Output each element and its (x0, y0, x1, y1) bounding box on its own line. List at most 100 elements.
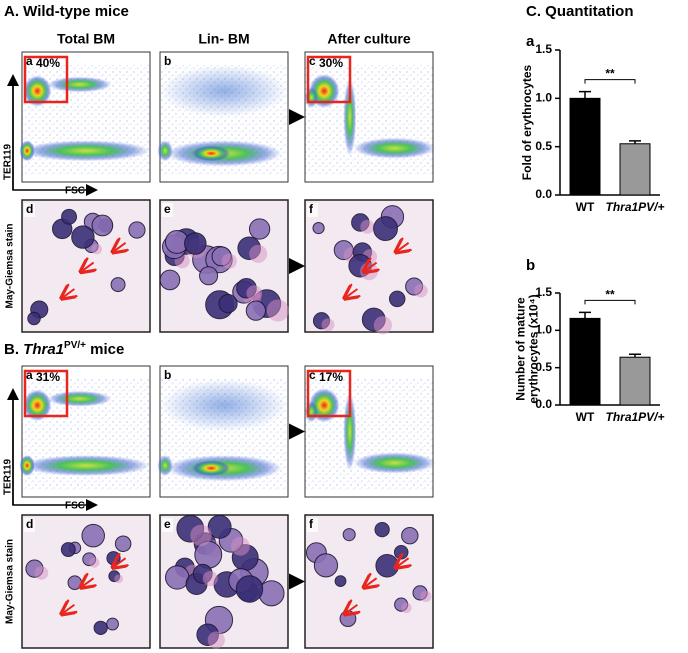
cell-pink (420, 590, 432, 603)
y-tick-label: 1.0 (535, 91, 552, 105)
red-arrow (366, 578, 377, 586)
cell (207, 514, 232, 539)
y-tick-label: 1.5 (535, 285, 552, 299)
red-arrow (63, 289, 74, 297)
axis-label: FSC (65, 501, 85, 512)
bar (619, 143, 651, 196)
cell-pink (246, 285, 263, 301)
gate (23, 55, 69, 104)
cell (374, 521, 390, 538)
y-tick-label: 0.0 (535, 187, 552, 201)
flow-density (343, 78, 357, 156)
panel-letter: d (26, 517, 33, 531)
cell (401, 526, 419, 545)
letter-bg (162, 203, 173, 217)
cell (61, 208, 78, 225)
flow-density (157, 455, 173, 477)
cell-pink (202, 570, 218, 587)
cell (165, 565, 190, 590)
panel-letter: f (309, 202, 314, 216)
flow-density (19, 140, 35, 162)
chart-label: a (526, 33, 535, 50)
x-tick-label: Thra1PV/+ (605, 200, 664, 214)
title-part: mice (90, 341, 124, 358)
axis-label: TER119 (3, 458, 14, 495)
red-arrow (346, 289, 357, 297)
error-bar (629, 353, 641, 358)
cell (114, 535, 132, 552)
panel-letter: b (164, 368, 171, 382)
gate-percent: 31% (36, 370, 60, 384)
cell (312, 222, 325, 235)
cell-pink (221, 253, 237, 269)
gate (306, 369, 352, 418)
cell (388, 290, 406, 308)
cell (199, 266, 219, 286)
panel-letter: c (309, 54, 316, 68)
y-tick-label: 0.5 (535, 139, 552, 153)
bar (619, 356, 651, 406)
cell (339, 610, 357, 628)
cell-pink (401, 602, 412, 614)
column-header: Lin- BM (198, 31, 249, 47)
red-arrow (115, 558, 126, 566)
cell-pink (360, 219, 375, 234)
axis-label: FSC (65, 186, 85, 197)
y-tick-label: 1.5 (535, 42, 552, 56)
flow-density (47, 390, 112, 407)
cell (128, 221, 146, 239)
x-tick-label: Thra1PV/+ (605, 410, 664, 424)
section-title: A. Wild-type mice (4, 3, 129, 20)
y-tick-label: 0.0 (535, 397, 552, 411)
panel-letter: c (309, 368, 316, 382)
chart-label: b (526, 257, 535, 274)
flow-density (343, 392, 357, 471)
flow-density (160, 379, 288, 432)
red-arrow (115, 243, 126, 251)
gate-percent: 40% (36, 56, 60, 70)
bar (569, 317, 601, 406)
red-arrow (398, 558, 409, 566)
red-arrow (366, 263, 377, 271)
cell-pink (266, 299, 289, 322)
cell (245, 300, 267, 321)
cell (235, 575, 264, 603)
letter-bg (307, 518, 318, 532)
error-bar (629, 140, 641, 144)
cell (106, 617, 119, 631)
cell-pink (249, 244, 268, 263)
axis-label: TER119 (3, 143, 14, 180)
cell (110, 277, 126, 293)
panel-letter: f (309, 517, 314, 531)
stain-label: May-Giemsa stain (5, 223, 16, 308)
cell (373, 216, 398, 242)
x-tick-label: WT (576, 410, 595, 424)
bar (569, 97, 601, 196)
cell (393, 545, 409, 560)
panel-letter: a (26, 368, 33, 382)
x-tick-label: WT (576, 200, 595, 214)
cell-pink (321, 318, 335, 332)
flow-density (157, 140, 173, 162)
cell-pink (114, 574, 123, 584)
cell (248, 218, 271, 240)
letter-bg (162, 518, 173, 532)
cell-pink (373, 316, 392, 335)
flow-density (47, 76, 112, 93)
red-arrow (398, 243, 409, 251)
cell (91, 214, 114, 237)
title-part: B. (4, 341, 19, 358)
section-title: C. Quantitation (526, 3, 634, 20)
y-tick-label: 0.5 (535, 360, 552, 374)
cell (258, 580, 285, 607)
red-arrow (63, 605, 74, 613)
significance-bracket (584, 299, 636, 305)
column-header: Total BM (57, 31, 115, 47)
cell-pink (190, 524, 212, 547)
flow-density (353, 137, 436, 159)
cell-pink (89, 557, 100, 568)
gate (306, 55, 352, 104)
flow-density (22, 455, 150, 477)
letter-bg (24, 518, 35, 532)
y-tick-label: 1.0 (535, 323, 552, 337)
